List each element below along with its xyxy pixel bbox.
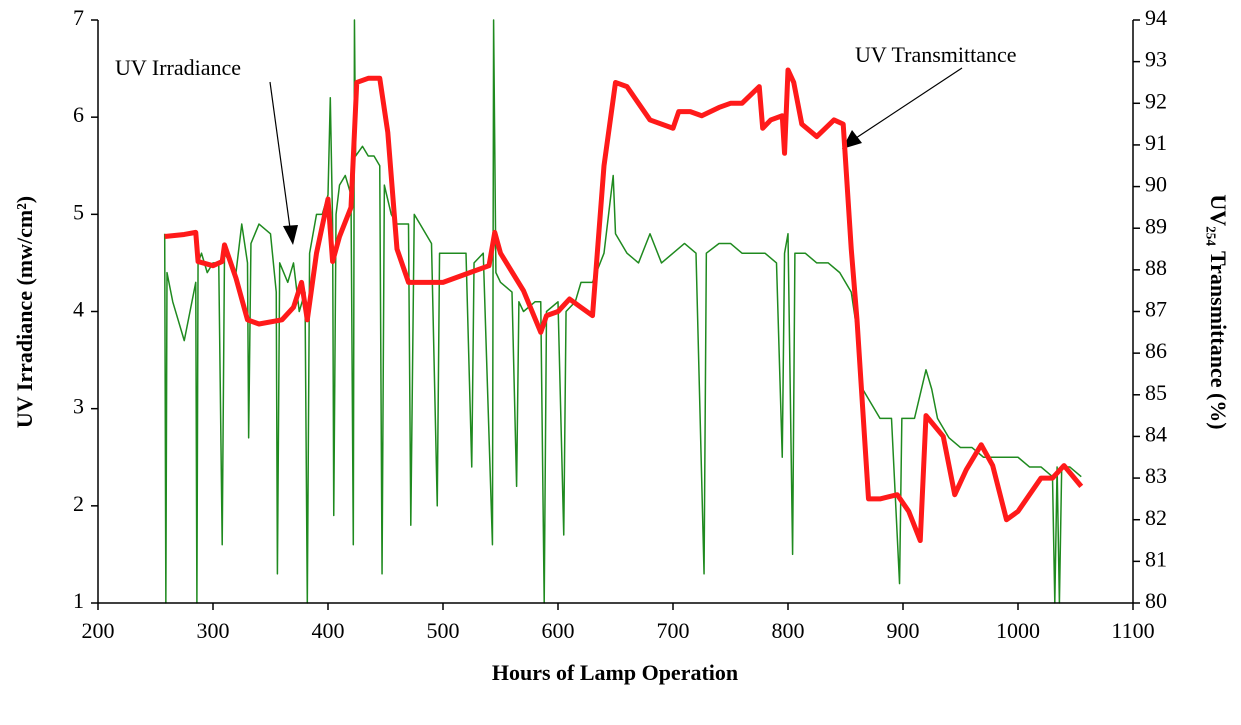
x-tick-label: 600: [542, 618, 575, 643]
data-line: [163, 19, 1082, 604]
y2-tick-label: 80: [1145, 588, 1167, 613]
y-tick-label: 5: [73, 199, 84, 224]
y2-tick-label: 89: [1145, 213, 1167, 238]
y2-tick-label: 94: [1145, 5, 1167, 30]
y2-tick-label: 81: [1145, 546, 1167, 571]
y2-tick-label: 88: [1145, 255, 1167, 280]
x-tick-label: 700: [657, 618, 690, 643]
y2-tick-label: 85: [1145, 380, 1167, 405]
x-tick-label: 200: [82, 618, 115, 643]
y2-tick-label: 90: [1145, 172, 1167, 197]
y2-tick-label: 84: [1145, 421, 1167, 446]
x-tick-label: 800: [772, 618, 805, 643]
y-tick-label: 7: [73, 5, 84, 30]
y2-tick-label: 86: [1145, 338, 1167, 363]
y2-tick-label: 93: [1145, 47, 1167, 72]
y-axis-title: UV Irradiance (mw/cm²): [12, 196, 37, 428]
x-tick-label: 300: [197, 618, 230, 643]
y2-tick-label: 87: [1145, 297, 1167, 322]
y-tick-label: 4: [73, 297, 84, 322]
y-tick-label: 1: [73, 588, 84, 613]
y2-tick-label: 92: [1145, 88, 1167, 113]
x-tick-label: 500: [427, 618, 460, 643]
y-tick-label: 2: [73, 491, 84, 516]
annotation: UV Irradiance: [115, 55, 241, 80]
x-tick-label: 1100: [1111, 618, 1154, 643]
data-line: [164, 67, 1084, 544]
x-tick-label: 400: [312, 618, 345, 643]
x-tick-label: 900: [887, 618, 920, 643]
annotation: UV Transmittance: [855, 42, 1017, 67]
x-tick-label: 1000: [996, 618, 1040, 643]
y2-tick-label: 82: [1145, 505, 1167, 530]
x-axis-title: Hours of Lamp Operation: [492, 660, 738, 685]
y2-tick-label: 91: [1145, 130, 1167, 155]
y-tick-label: 3: [73, 394, 84, 419]
y-tick-label: 6: [73, 102, 84, 127]
y2-axis-title: UV₂₅₄ Transmittance (%): [1206, 194, 1231, 429]
y2-tick-label: 83: [1145, 463, 1167, 488]
